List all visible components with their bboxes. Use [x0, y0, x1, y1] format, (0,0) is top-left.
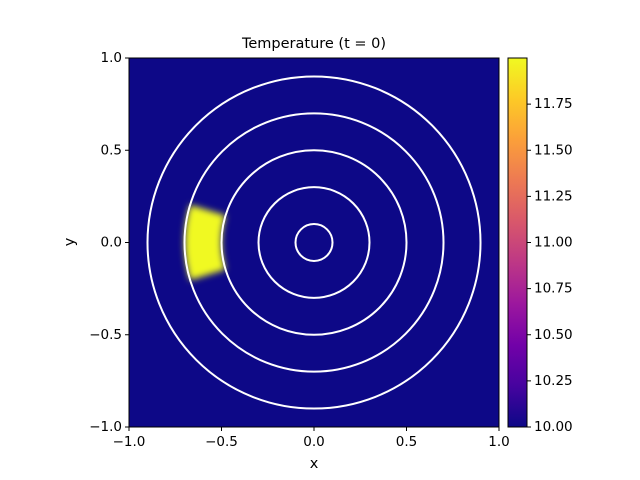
colorbar-tick-label: 11.25: [534, 188, 573, 204]
x-tick-label: 1.0: [488, 434, 509, 450]
contour-circle: [220, 149, 408, 336]
y-tick-label: 0.5: [101, 142, 122, 158]
y-tick-label: −0.5: [89, 327, 122, 343]
contour-circle: [183, 112, 445, 373]
y-tick-label: −1.0: [89, 419, 122, 435]
colorbar: [507, 57, 528, 428]
y-tick-label: 0.0: [101, 235, 122, 251]
colorbar-tick-label: 10.50: [534, 327, 573, 343]
colorbar-tick-label: 10.75: [534, 281, 573, 297]
chart-title: Temperature (t = 0): [241, 36, 386, 52]
x-tick-label: −0.5: [205, 434, 238, 450]
x-tick-label: 0.0: [303, 434, 324, 450]
x-tick-label: 0.5: [396, 434, 417, 450]
x-tick-label: −1.0: [113, 434, 146, 450]
y-tick-label: 1.0: [101, 50, 122, 66]
colorbar-tick-label: 11.75: [534, 96, 573, 112]
contour-circle: [257, 186, 371, 299]
x-axis-label: x: [310, 456, 319, 472]
contour-circle: [294, 223, 334, 262]
colorbar-tick-label: 11.50: [534, 142, 573, 158]
hotspot: [184, 204, 226, 281]
colorbar-tick-label: 10.00: [534, 419, 573, 435]
plot-area: [129, 58, 499, 427]
colorbar-tick-label: 11.00: [534, 235, 573, 251]
contour-circle: [146, 75, 482, 410]
y-axis-label: y: [62, 237, 78, 246]
colorbar-tick-label: 10.25: [534, 373, 573, 389]
